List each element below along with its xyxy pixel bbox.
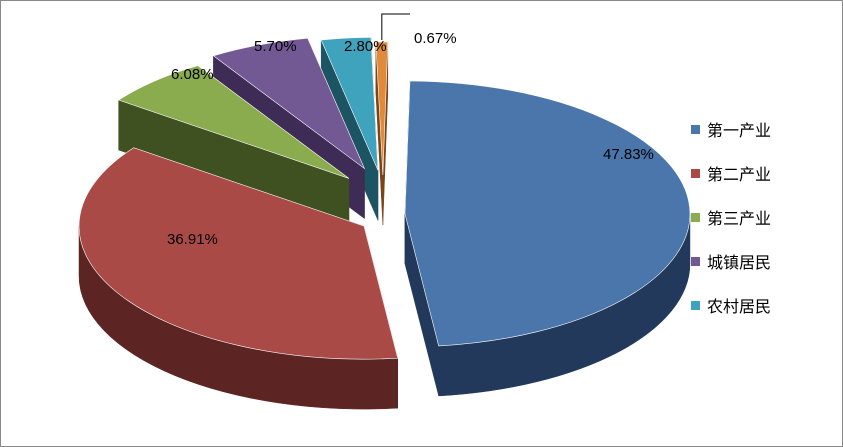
legend-item: 第二产业 <box>691 151 771 195</box>
pie-tops <box>78 37 691 360</box>
legend-label: 城镇居民 <box>707 253 772 272</box>
legend-swatch <box>691 168 700 178</box>
legend-item: 第一产业 <box>691 107 771 151</box>
pie-slice-1 <box>78 147 399 360</box>
legend: 第一产业第二产业第三产业城镇居民农村居民 <box>691 107 771 327</box>
data-label-3: 5.70% <box>254 38 297 55</box>
legend-swatch <box>691 256 700 266</box>
legend-label: 第三产业 <box>707 209 772 228</box>
legend-swatch <box>691 124 700 134</box>
pie-slice-5 <box>375 41 389 176</box>
legend-swatch <box>691 212 700 222</box>
data-label-2: 6.08% <box>171 66 214 83</box>
legend-item: 城镇居民 <box>691 239 771 283</box>
legend-swatch <box>691 300 700 310</box>
legend-label: 农村居民 <box>707 297 772 316</box>
data-label-1: 36.91% <box>167 231 218 248</box>
pie-slice-0 <box>404 80 691 347</box>
data-label-4: 2.80% <box>344 38 387 55</box>
pie-slice-4 <box>320 37 379 171</box>
leader-line <box>381 13 410 41</box>
data-label-0: 47.83% <box>603 146 654 163</box>
data-label-5: 0.67% <box>414 30 457 47</box>
pie-labels: 47.83% 36.91% 6.08% 5.70% 2.80% 0.67% <box>167 13 654 248</box>
legend-item: 第三产业 <box>691 195 771 239</box>
legend-label: 第一产业 <box>707 121 772 140</box>
pie-slice-3 <box>212 37 366 170</box>
legend-label: 第二产业 <box>707 165 772 184</box>
pie-slice-2 <box>117 65 350 179</box>
legend-item: 农村居民 <box>691 283 771 327</box>
